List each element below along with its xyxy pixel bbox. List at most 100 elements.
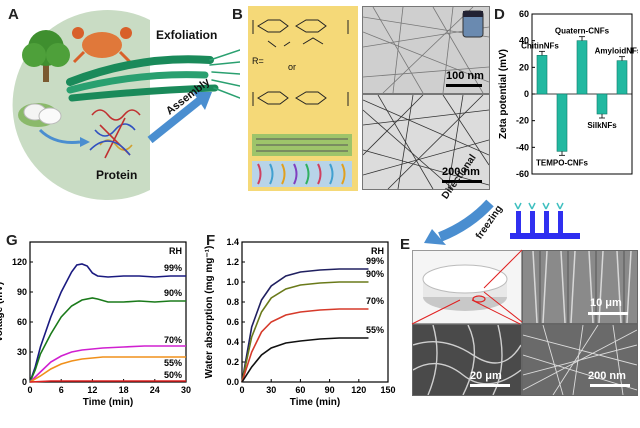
panel-a: A Exfoliation Assembly Protein xyxy=(0,0,241,201)
y-tick-label: 0.0 xyxy=(226,377,239,387)
series-label: 99% xyxy=(366,256,384,266)
panel-d: D -60 -40 -20 0 20 40 60 Zeta potential (mV) Chi… xyxy=(492,6,640,196)
series-label: 70% xyxy=(366,296,384,306)
series-label: 99% xyxy=(164,263,182,273)
y-tick-label: 40 xyxy=(519,36,529,46)
x-tick-label: 90 xyxy=(325,385,335,395)
bar-category-label: AmyloidNFs xyxy=(595,47,638,56)
x-tick-label: 150 xyxy=(380,385,395,395)
y-tick-label: 0.6 xyxy=(226,317,239,327)
x-tick-label: 120 xyxy=(351,385,366,395)
plot-frame xyxy=(241,241,389,383)
panel-letter-a: A xyxy=(8,6,19,23)
water-absorption-chart: 0 30 60 90 120 150 0.0 0.2 0.4 0.6 0.8 1.0 1.2 1.4 Tim… xyxy=(204,237,396,408)
sem-scale-bar-1 xyxy=(588,312,628,315)
r-equals-label: R= xyxy=(252,56,264,66)
freezing-arrow xyxy=(424,199,580,245)
y-tick-label: 120 xyxy=(12,257,27,267)
panel-g: G 0 6 12 18 24 30 0 30 60 90 120 Time (min) Voltage … xyxy=(0,228,200,423)
series-line xyxy=(29,380,186,383)
bar-category-label: SilkNFs xyxy=(587,121,617,130)
plot-frame xyxy=(29,241,187,383)
y-tick-label: 20 xyxy=(519,62,529,72)
series-label: 55% xyxy=(164,358,182,368)
y-tick-label: -20 xyxy=(516,116,529,126)
x-tick-label: 60 xyxy=(295,385,305,395)
y-tick-label: 1.2 xyxy=(226,257,239,267)
y-tick-label: 60 xyxy=(17,317,27,327)
panel-letter-f: F xyxy=(206,232,216,249)
series-label: 90% xyxy=(366,269,384,279)
sem-scale-text-3: 200 nm xyxy=(588,370,626,382)
series-line xyxy=(241,268,369,383)
fiber-bundle xyxy=(66,49,241,102)
cocoon-icon xyxy=(18,103,62,127)
series-line xyxy=(241,281,369,383)
legend-title: RH xyxy=(169,246,182,256)
scale-text-top: 100 nm xyxy=(446,70,484,82)
voltage-chart: 0 6 12 18 24 30 0 30 60 90 120 Time (min) Voltage (m… xyxy=(0,241,191,408)
series-line xyxy=(29,263,186,383)
series-line xyxy=(29,297,186,383)
y-tick-label: 0 xyxy=(524,89,529,99)
tree-icon xyxy=(22,30,70,82)
x-axis-label: Time (min) xyxy=(290,397,340,408)
x-axis-label: Time (min) xyxy=(83,397,133,408)
series-label: 55% xyxy=(366,325,384,335)
sem-image-1 xyxy=(522,250,638,324)
bar-category-label: Quatern-CNFs xyxy=(555,27,610,36)
series-line xyxy=(29,345,186,383)
y-axis-label: Voltage (mV) xyxy=(0,282,5,342)
zeta-potential-chart: -60 -40 -20 0 20 40 60 Zeta potential (mV) Chiti… xyxy=(498,9,640,179)
scale-bar-bottom xyxy=(442,180,482,183)
bar xyxy=(556,93,568,152)
series-label: 70% xyxy=(164,335,182,345)
y-tick-label: 0 xyxy=(22,377,27,387)
protein-structure xyxy=(89,109,141,159)
bar xyxy=(596,93,608,115)
panel-letter-b: B xyxy=(232,6,243,23)
y-tick-label: 60 xyxy=(519,9,529,19)
y-axis-label: Water absorption (mg mg⁻¹) xyxy=(204,246,215,379)
legend-title: RH xyxy=(371,246,384,256)
sem-scale-bar-2 xyxy=(470,384,510,387)
protein-label: Protein xyxy=(96,168,138,182)
sem-scale-text-1: 10 μm xyxy=(590,297,622,309)
y-axis-label: Zeta potential (mV) xyxy=(498,49,509,139)
y-tick-label: 1.0 xyxy=(226,277,239,287)
series-label: 90% xyxy=(164,288,182,298)
x-tick-label: 0 xyxy=(239,385,244,395)
y-tick-label: 30 xyxy=(17,347,27,357)
panel-letter-e: E xyxy=(400,236,411,253)
sem-image-3 xyxy=(522,324,638,396)
scale-text-bottom: 200 nm xyxy=(442,166,480,178)
x-tick-label: 6 xyxy=(59,385,64,395)
panel-a-art xyxy=(12,9,241,201)
x-tick-label: 0 xyxy=(27,385,32,395)
series-line xyxy=(241,308,369,383)
y-tick-label: 90 xyxy=(17,287,27,297)
panel-b-art xyxy=(248,6,358,191)
panel-letter-d: D xyxy=(494,6,505,23)
y-tick-label: -40 xyxy=(516,142,529,152)
y-tick-label: 0.4 xyxy=(226,337,239,347)
tem-image-top xyxy=(362,6,490,94)
exfoliation-label: Exfoliation xyxy=(156,28,218,42)
y-tick-label: 0.8 xyxy=(226,297,239,307)
panel-f: F 0 30 60 90 120 150 0.0 0.2 0.4 0.6 0.8 1.0 1.2 1.4 T… xyxy=(200,228,400,423)
scale-bar-top xyxy=(446,84,482,87)
y-tick-label: 0.2 xyxy=(226,357,239,367)
x-tick-label: 30 xyxy=(266,385,276,395)
zoom-lines xyxy=(411,249,523,325)
y-tick-label: -60 xyxy=(516,169,529,179)
bar xyxy=(576,40,588,95)
sem-scale-bar-3 xyxy=(590,384,630,387)
series-line xyxy=(29,356,186,383)
y-tick-label: 1.4 xyxy=(226,237,239,247)
series-line xyxy=(241,337,369,383)
panel-b: B R= or xyxy=(232,6,358,191)
series-label: 50% xyxy=(164,370,182,380)
panel-letter-g: G xyxy=(6,232,18,249)
crab-icon xyxy=(72,27,132,64)
bar-category-label: TEMPO-CNFs xyxy=(536,158,589,167)
